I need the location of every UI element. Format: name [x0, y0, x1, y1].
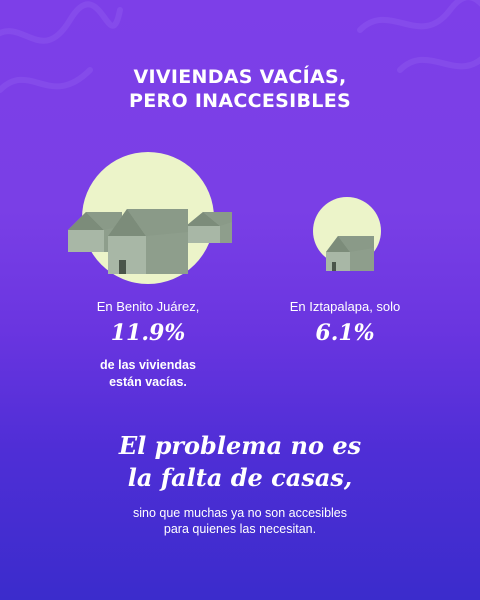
house-icon	[186, 212, 232, 243]
right-caption: En Iztapalapa, solo	[289, 299, 401, 314]
houses-illustration	[68, 152, 381, 284]
left-sub-line-2: están vacías.	[109, 375, 187, 389]
left-value: 11.9%	[110, 320, 186, 346]
title-line-1: VIVIENDAS VACÍAS,	[133, 66, 347, 88]
headline-line-1: El problema no es	[118, 431, 362, 460]
house-icon	[108, 209, 188, 274]
headline-line-2: la falta de casas,	[127, 463, 353, 492]
body-line-2: para quienes las necesitan.	[163, 522, 317, 536]
house-icon	[326, 236, 374, 271]
body-line-1: sino que muchas ya no son accesibles	[132, 506, 347, 520]
left-caption: En Benito Juárez,	[96, 299, 200, 314]
right-value: 6.1%	[315, 320, 375, 346]
title-line-2: PERO INACCESIBLES	[129, 90, 351, 112]
left-sub-line-1: de las viviendas	[100, 358, 196, 372]
